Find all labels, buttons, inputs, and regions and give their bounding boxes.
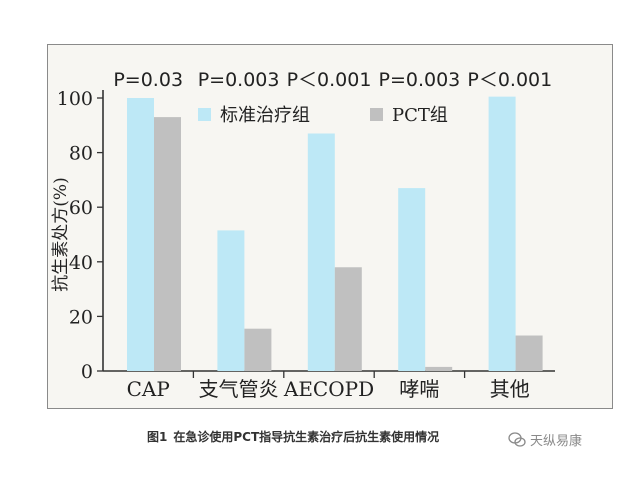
bar <box>488 96 516 371</box>
y-tick-label: 100 <box>57 88 93 110</box>
legend-label: 标准治疗组 <box>220 105 310 126</box>
x-tick-label: CAP <box>127 377 170 401</box>
legend-swatch <box>370 108 383 121</box>
x-tick-label: 哮喘 <box>399 377 439 401</box>
y-tick-label: 60 <box>69 197 93 219</box>
wechat-icon <box>508 431 526 447</box>
p-value-annotation: P＜0.001 <box>467 69 552 91</box>
y-tick-label: 20 <box>69 306 93 328</box>
x-tick-label: 其他 <box>490 377 530 401</box>
bar <box>127 98 154 371</box>
y-tick-label: 0 <box>81 361 93 383</box>
bar <box>244 328 272 371</box>
bar-chart: 0 20 40 60 80 100 抗生素处方(%) CAP P=0.03 支气管炎 P=0.003… <box>51 69 555 401</box>
p-value-annotation: P=0.003 <box>379 69 461 91</box>
bar <box>515 335 543 371</box>
figure-caption: 图1 在急诊使用PCT指导抗生素治疗后抗生素使用情况 <box>147 428 445 445</box>
p-value-annotation: P=0.003 <box>198 69 280 91</box>
bar <box>217 230 245 371</box>
x-tick-label: AECOPD <box>283 377 374 401</box>
caption-label: 图1 <box>147 430 168 444</box>
y-tick-label: 80 <box>69 143 93 165</box>
bar <box>398 188 426 371</box>
watermark: 天纵易康 <box>508 430 582 449</box>
bar <box>154 117 181 371</box>
y-tick-label: 40 <box>69 252 93 274</box>
p-value-annotation: P=0.03 <box>113 69 183 91</box>
legend-label: PCT组 <box>392 105 448 126</box>
y-axis-title: 抗生素处方(%) <box>51 177 71 291</box>
bar <box>425 366 453 371</box>
bar <box>307 133 335 371</box>
legend-swatch <box>198 108 211 121</box>
caption-text: 在急诊使用PCT指导抗生素治疗后抗生素使用情况 <box>173 430 440 444</box>
p-value-annotation: P＜0.001 <box>287 69 372 91</box>
x-tick-label: 支气管炎 <box>199 377 279 401</box>
bar <box>334 267 362 371</box>
watermark-text: 天纵易康 <box>530 434 583 449</box>
